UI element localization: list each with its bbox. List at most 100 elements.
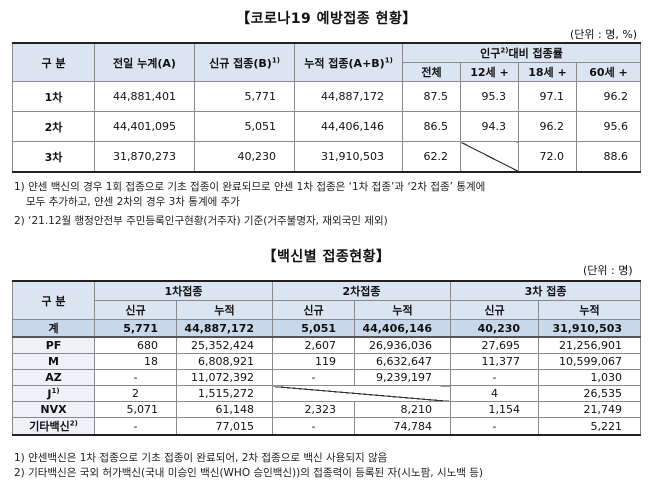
- cell-rate-12: 95.3: [460, 81, 519, 112]
- section2-note-2: 2) 기타백신은 국외 허가백신(국내 미승인 백신(WHO 승인백신))의 접…: [14, 467, 484, 479]
- header-cumulative: 누적: [175, 300, 274, 320]
- cell-d2-new: 2,323: [272, 401, 356, 418]
- table-row: 1차 44,881,401 5,771 44,887,172 87.5 95.3…: [12, 81, 642, 112]
- table-row: M 18 6,808,921 119 6,632,647 11,377 10,5…: [12, 353, 642, 370]
- cell-rate-all: 86.5: [402, 111, 461, 142]
- cell-cumulative: 44,406,146: [294, 111, 403, 142]
- section1-unit: (단위 : 명, %): [570, 28, 638, 41]
- cell-rate-18: 96.2: [518, 111, 577, 142]
- cell-rate-12-empty: [460, 141, 519, 173]
- cell-d3-cum: 10,599,067: [538, 353, 642, 370]
- cell-rate-60: 96.2: [575, 81, 642, 112]
- header-new: 신규: [94, 300, 177, 320]
- table-row: 2차 44,401,095 5,051 44,406,146 86.5 94.3…: [12, 111, 642, 142]
- cell-d3-cum: 31,910,503: [538, 319, 642, 338]
- row-label: J1): [12, 385, 95, 402]
- header-new: 신규: [450, 300, 540, 320]
- table-row: AZ - 11,072,392 - 9,239,197 - 1,030: [12, 369, 642, 386]
- header-cumulative: 누적: [538, 300, 642, 320]
- header-category: 구 분: [12, 42, 95, 82]
- table-row: NVX 5,071 61,148 2,323 8,210 1,154 21,74…: [12, 401, 642, 418]
- cell-d3-cum: 21,256,901: [538, 336, 642, 354]
- cell-d2-cum: 44,406,146: [354, 319, 452, 338]
- cell-d3-new: 1,154: [450, 401, 540, 418]
- cell-d2-cum: 8,210: [354, 401, 452, 418]
- cell-rate-all: 62.2: [402, 141, 461, 173]
- table-row-total: 계 5,771 44,887,172 5,051 44,406,146 40,2…: [12, 319, 642, 338]
- cell-d1-cum: 44,887,172: [175, 319, 274, 338]
- section2-unit: (단위 : 명): [583, 264, 633, 277]
- table-row: PF 680 25,352,424 2,607 26,936,036 27,69…: [12, 336, 642, 354]
- section1-note-2: 2) ‘21.12월 행정안전부 주민등록인구현황(거주자) 기준(거주불명자,…: [14, 215, 388, 227]
- section1-note-1: 1) 얀센 백신의 경우 1회 접종으로 기초 접종이 완료되므로 얀센 1차 …: [14, 181, 486, 193]
- cell-d2-new: 5,051: [272, 319, 356, 338]
- cell-rate-18: 72.0: [518, 141, 577, 173]
- cell-new: 5,051: [194, 111, 295, 142]
- header-category: 구 분: [12, 280, 95, 320]
- cell-cumulative: 31,910,503: [294, 141, 403, 173]
- cell-d2-cum: 74,784: [354, 417, 452, 436]
- cell-d1-cum: 61,148: [175, 401, 274, 418]
- cell-d2-new: -: [272, 369, 356, 386]
- cell-d1-cum: 6,808,921: [175, 353, 274, 370]
- cell-d3-new: 40,230: [450, 319, 540, 338]
- cell-d1-new: -: [94, 369, 177, 386]
- header-cumulative: 누적 접종(A+B)1): [294, 42, 403, 82]
- header-dose1: 1차접종: [93, 280, 274, 301]
- cell-d3-cum: 5,221: [538, 417, 642, 436]
- row-label: PF: [12, 336, 95, 354]
- cell-d2-cum: 9,239,197: [354, 369, 452, 386]
- header-dose3: 3차 접종: [450, 280, 642, 301]
- cell-d3-new: 27,695: [450, 336, 540, 354]
- cell-d3-cum: 21,749: [538, 401, 642, 418]
- cell-d1-new: 5,771: [94, 319, 177, 338]
- cell-rate-all: 87.5: [402, 81, 461, 112]
- cell-d3-cum: 1,030: [538, 369, 642, 386]
- cell-rate-12: 94.3: [460, 111, 519, 142]
- section2-note-1: 1) 얀센백신은 1차 접종으로 기초 접종이 완료되어, 2차 접종으로 백신…: [14, 452, 388, 464]
- header-new: 신규 접종(B)1): [194, 42, 295, 82]
- header-new: 신규: [272, 300, 356, 320]
- cell-d1-cum: 11,072,392: [175, 369, 274, 386]
- cell-d1-cum: 77,015: [175, 417, 274, 436]
- vaccine-type-table: 구 분 1차접종 2차접종 3차 접종 신규 누적 신규 누적 신규 누적 계 …: [12, 280, 642, 436]
- header-rate-group: 인구2)대비 접종률: [401, 42, 642, 63]
- section2-title: 【백신별 접종현황】: [262, 249, 391, 265]
- row-label: 1차: [12, 81, 95, 112]
- table-row: J1) 2 1,515,272 4 26,535: [12, 385, 642, 402]
- header-rate-12: 12세 +: [460, 62, 519, 82]
- header-rate-all: 전체: [402, 62, 461, 82]
- cell-d3-cum: 26,535: [538, 385, 642, 402]
- cell-d1-new: 680: [94, 336, 177, 354]
- cell-d3-new: -: [450, 369, 540, 386]
- cell-d1-cum: 25,352,424: [175, 336, 274, 354]
- section1-title: 【코로나19 예방접종 현황】: [236, 11, 417, 27]
- cell-prev-total: 31,870,273: [94, 141, 195, 173]
- row-label: 3차: [12, 141, 95, 173]
- header-dose2: 2차접종: [272, 280, 452, 301]
- cell-d3-new: -: [450, 417, 540, 436]
- cell-prev-total: 44,401,095: [94, 111, 195, 142]
- cell-rate-18: 97.1: [518, 81, 577, 112]
- cell-d2-new: -: [272, 417, 356, 436]
- cell-d2-empty: [272, 385, 452, 402]
- row-label: M: [12, 353, 95, 370]
- cell-d1-new: 18: [94, 353, 177, 370]
- cell-d1-cum: 1,515,272: [175, 385, 274, 402]
- cell-d2-new: 2,607: [272, 336, 356, 354]
- row-label: 2차: [12, 111, 95, 142]
- cell-rate-60: 88.6: [575, 141, 642, 173]
- cell-d3-new: 4: [450, 385, 540, 402]
- cell-d1-new: 5,071: [94, 401, 177, 418]
- table-row: 3차 31,870,273 40,230 31,910,503 62.2 72.…: [12, 141, 642, 173]
- cell-d1-new: 2: [94, 385, 177, 402]
- header-rate-60: 60세 +: [575, 62, 642, 82]
- cell-d1-new: -: [94, 417, 177, 436]
- cell-d3-new: 11,377: [450, 353, 540, 370]
- row-label: 기타백신2): [12, 417, 95, 436]
- row-label: 계: [12, 319, 95, 338]
- cell-new: 40,230: [194, 141, 295, 173]
- cell-prev-total: 44,881,401: [94, 81, 195, 112]
- header-cumulative: 누적: [354, 300, 452, 320]
